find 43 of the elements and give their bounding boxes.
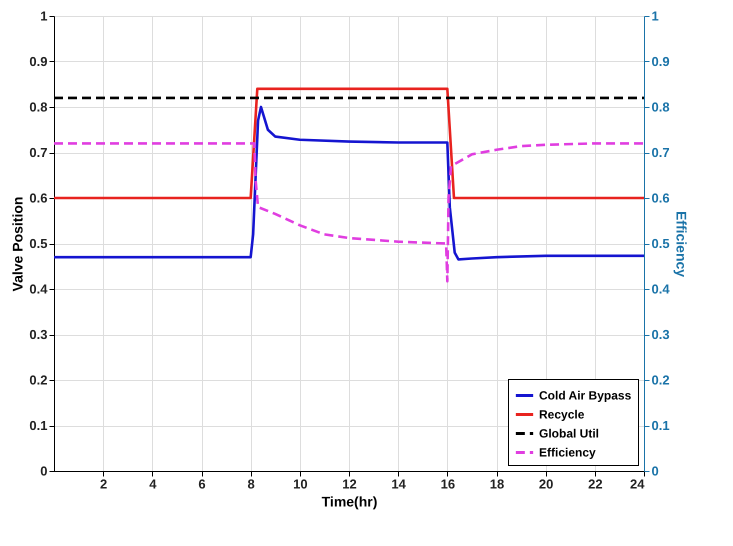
y2-tick-label: 0 bbox=[652, 464, 659, 478]
x-tick-label: 4 bbox=[149, 476, 158, 492]
x-tick-label: 16 bbox=[440, 476, 456, 492]
legend-label: Cold Air Bypass bbox=[539, 388, 632, 402]
x-tick-label: 14 bbox=[391, 476, 407, 492]
y-tick-label: 0.7 bbox=[29, 145, 48, 160]
y-tick-label: 0.3 bbox=[29, 327, 48, 342]
legend-label: Efficiency bbox=[539, 446, 596, 460]
y2-tick-label: 0.4 bbox=[652, 282, 670, 296]
y-tick-label: 0.6 bbox=[29, 190, 48, 206]
line-series bbox=[52, 106, 646, 261]
y2-tick-label: 0.7 bbox=[652, 145, 670, 160]
x-tick-label: 8 bbox=[248, 476, 255, 492]
x-tick-label: 22 bbox=[588, 476, 603, 492]
legend-label: Global Util bbox=[539, 426, 599, 440]
y2-tick-label: 0.8 bbox=[652, 100, 670, 114]
x-axis-title: Time(hr) bbox=[322, 494, 378, 510]
y2-tick-label: 0.6 bbox=[652, 190, 670, 206]
y-tick-label: 0.1 bbox=[29, 418, 48, 433]
y-tick-label: 0.2 bbox=[29, 372, 48, 388]
y2-tick-label: 0.5 bbox=[652, 236, 670, 251]
y2-tick-label: 1 bbox=[652, 8, 659, 24]
x-tick-label: 2 bbox=[100, 476, 108, 492]
y-tick-label: 0.8 bbox=[29, 100, 48, 114]
y2-tick-label: 0.2 bbox=[652, 372, 670, 388]
y2-tick-label: 0.9 bbox=[652, 54, 670, 69]
x-tick-label: 18 bbox=[490, 476, 504, 492]
x-tick-label: 6 bbox=[198, 476, 206, 492]
y-tick-label: 0.9 bbox=[29, 54, 48, 69]
y-tick-label: 0 bbox=[40, 464, 48, 478]
y-axis-title: Valve Position bbox=[9, 196, 26, 292]
line-series bbox=[52, 142, 646, 283]
x-tick-label: 24 bbox=[630, 476, 646, 492]
x-tick-label: 10 bbox=[293, 476, 308, 492]
y2-tick-label: 0.3 bbox=[652, 327, 670, 342]
y2-axis-title: Efficiency bbox=[674, 210, 690, 278]
legend-label: Recycle bbox=[539, 408, 585, 422]
x-tick-label: 12 bbox=[342, 476, 357, 492]
y-tick-label: 0.5 bbox=[29, 236, 48, 251]
y-tick-label: 0.4 bbox=[29, 282, 48, 296]
x-tick-label: 20 bbox=[538, 476, 554, 492]
y2-tick-label: 0.1 bbox=[652, 418, 670, 433]
y-tick-label: 1 bbox=[40, 8, 48, 24]
